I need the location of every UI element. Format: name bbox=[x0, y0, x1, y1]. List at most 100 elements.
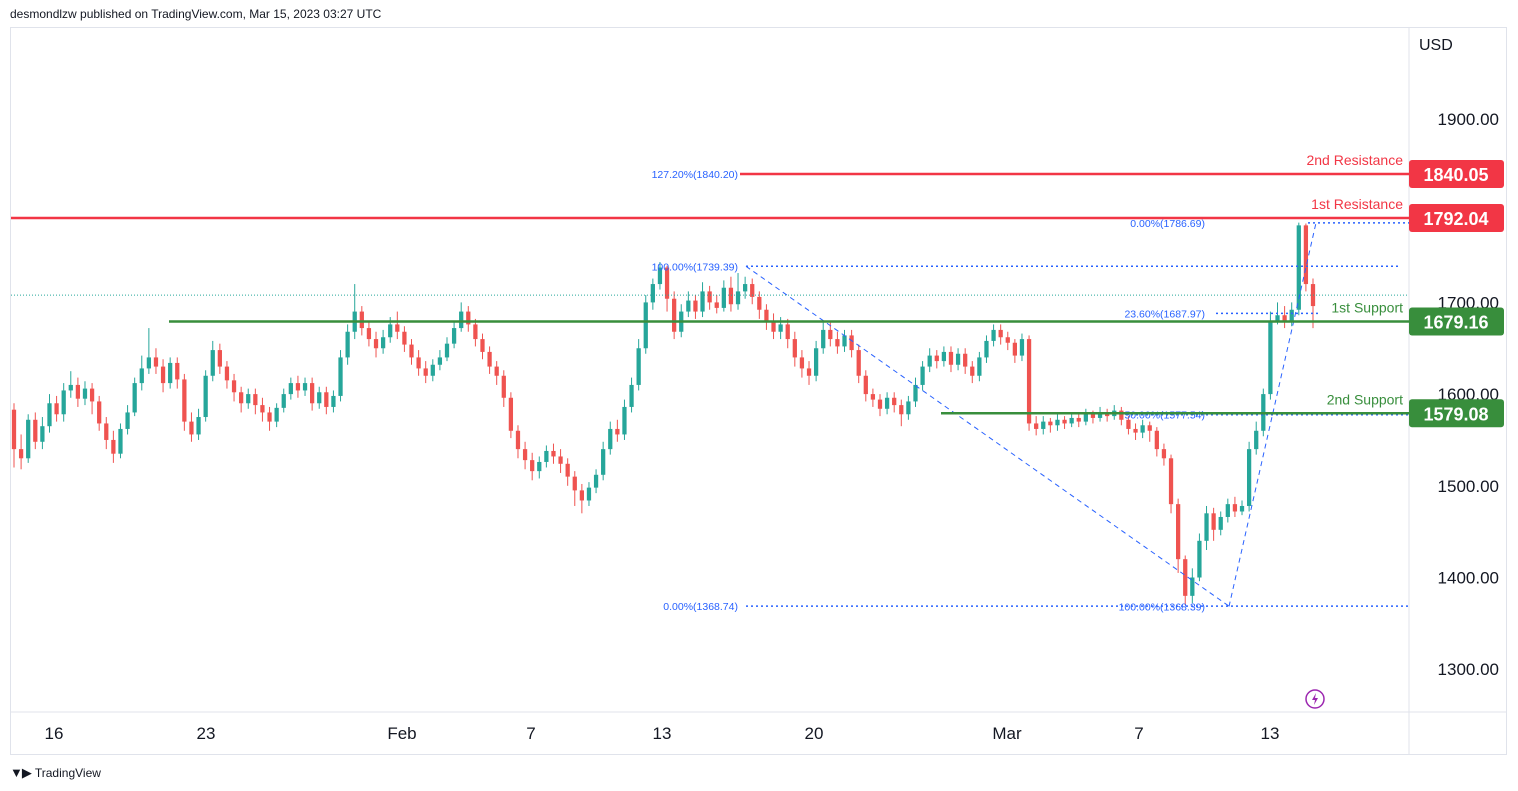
candle-body bbox=[1197, 540, 1202, 578]
candle-body bbox=[1026, 339, 1032, 424]
candle-body bbox=[1055, 419, 1060, 426]
candle-body bbox=[1019, 339, 1025, 356]
candle-body bbox=[515, 430, 521, 450]
candle-body bbox=[892, 397, 897, 406]
level-price-label: 1840.05 bbox=[1423, 165, 1488, 185]
candle-body bbox=[707, 291, 712, 303]
candle-body bbox=[1041, 421, 1046, 429]
level-price-label: 1579.08 bbox=[1423, 404, 1488, 424]
candle-body bbox=[593, 474, 599, 488]
candle-body bbox=[267, 412, 272, 422]
candle-body bbox=[11, 409, 17, 450]
candle-body bbox=[430, 364, 435, 376]
time-axis: 16 23 Feb 7 13 20 Mar 7 13 bbox=[45, 724, 1280, 743]
level-name: 1st Resistance bbox=[1311, 196, 1403, 212]
candle-body bbox=[728, 287, 734, 305]
candle-body bbox=[1246, 449, 1252, 506]
candle-body bbox=[913, 384, 918, 402]
candle-body bbox=[331, 395, 336, 407]
candle-body bbox=[224, 366, 230, 381]
candle-body bbox=[1296, 225, 1301, 310]
candle-body bbox=[451, 328, 457, 344]
candle-body bbox=[54, 403, 59, 415]
fib-label: 100.00%(1739.39) bbox=[652, 261, 738, 273]
candle-body bbox=[444, 343, 450, 358]
x-tick-label: Feb bbox=[387, 724, 416, 743]
candle-body bbox=[487, 351, 492, 367]
candle-body bbox=[288, 383, 293, 395]
chart-frame[interactable]: 127.20%(1840.20) 100.00%(1739.39) 0.00%(13… bbox=[10, 27, 1507, 755]
candle-body bbox=[955, 353, 961, 365]
candle-body bbox=[771, 320, 776, 332]
candle-body bbox=[395, 324, 400, 332]
candle-body bbox=[977, 357, 982, 376]
fib-label: 0.00%(1786.69) bbox=[1130, 218, 1205, 230]
candle-body bbox=[750, 284, 755, 297]
flash-icon bbox=[1305, 689, 1325, 709]
candle-body bbox=[700, 291, 705, 312]
candle-body bbox=[615, 428, 620, 435]
candle-body bbox=[785, 324, 790, 340]
candle-body bbox=[1140, 425, 1145, 433]
candle-body bbox=[324, 392, 329, 407]
candle-body bbox=[75, 384, 81, 399]
candle-body bbox=[111, 439, 116, 454]
candle-body bbox=[1190, 577, 1195, 596]
level-price-badge bbox=[1409, 307, 1504, 336]
candle-body bbox=[1062, 419, 1067, 424]
candle-body bbox=[217, 350, 222, 367]
candle-body bbox=[1126, 419, 1131, 429]
candle-body bbox=[1303, 225, 1309, 285]
axis-grid bbox=[11, 28, 1506, 754]
candle-body bbox=[1275, 315, 1280, 321]
x-tick-label: 7 bbox=[1134, 724, 1143, 743]
candle-body bbox=[1133, 428, 1138, 433]
candle-body bbox=[146, 357, 151, 369]
x-tick-label: 13 bbox=[1261, 724, 1280, 743]
candle-body bbox=[1048, 421, 1053, 426]
y-tick-label: 1400.00 bbox=[1438, 569, 1499, 588]
candle-body bbox=[735, 291, 741, 305]
candle-body bbox=[650, 284, 655, 303]
candle-body bbox=[778, 324, 783, 332]
level-price-label: 1792.04 bbox=[1423, 209, 1488, 229]
candle-body bbox=[1069, 417, 1074, 424]
candle-body bbox=[317, 392, 322, 404]
candle-body bbox=[416, 357, 421, 369]
candle-body bbox=[239, 392, 244, 404]
candle-body bbox=[984, 340, 989, 358]
candle-body bbox=[501, 375, 506, 398]
candle-body bbox=[835, 339, 840, 347]
candle-body bbox=[792, 339, 797, 358]
candle-body bbox=[672, 298, 677, 332]
candle-body bbox=[1005, 337, 1010, 343]
fib-label: 100.00%(1368.39) bbox=[1119, 601, 1205, 613]
candle-body bbox=[579, 490, 584, 501]
candle-body bbox=[459, 311, 464, 329]
candle-body bbox=[537, 461, 542, 472]
flash-icon-bolt bbox=[1312, 693, 1318, 705]
candle-body bbox=[423, 368, 428, 376]
x-tick-label: Mar bbox=[992, 724, 1022, 743]
candle-body bbox=[714, 302, 719, 308]
candle-body bbox=[1239, 505, 1245, 512]
candle-body bbox=[132, 383, 137, 413]
candle-body bbox=[1012, 342, 1017, 356]
candle-body bbox=[118, 428, 123, 454]
level-name: 2nd Support bbox=[1327, 391, 1403, 407]
candle-body bbox=[636, 348, 641, 385]
candle-body bbox=[40, 426, 45, 442]
level-price-badge bbox=[1409, 399, 1504, 428]
candle-body bbox=[934, 355, 939, 362]
y-tick-label: 1300.00 bbox=[1438, 660, 1499, 679]
candle-body bbox=[1090, 414, 1096, 418]
candle-body bbox=[480, 339, 485, 352]
candle-body bbox=[1211, 513, 1216, 530]
price-chart[interactable]: 127.20%(1840.20) 100.00%(1739.39) 0.00%(13… bbox=[11, 28, 1506, 754]
candle-body bbox=[643, 302, 648, 349]
drawings-layer: 127.20%(1840.20) 100.00%(1739.39) 0.00%(13… bbox=[11, 152, 1416, 709]
candle-body bbox=[366, 328, 372, 340]
candle-body bbox=[1168, 458, 1174, 505]
candle-body bbox=[544, 450, 549, 462]
candle-body bbox=[1225, 504, 1230, 517]
